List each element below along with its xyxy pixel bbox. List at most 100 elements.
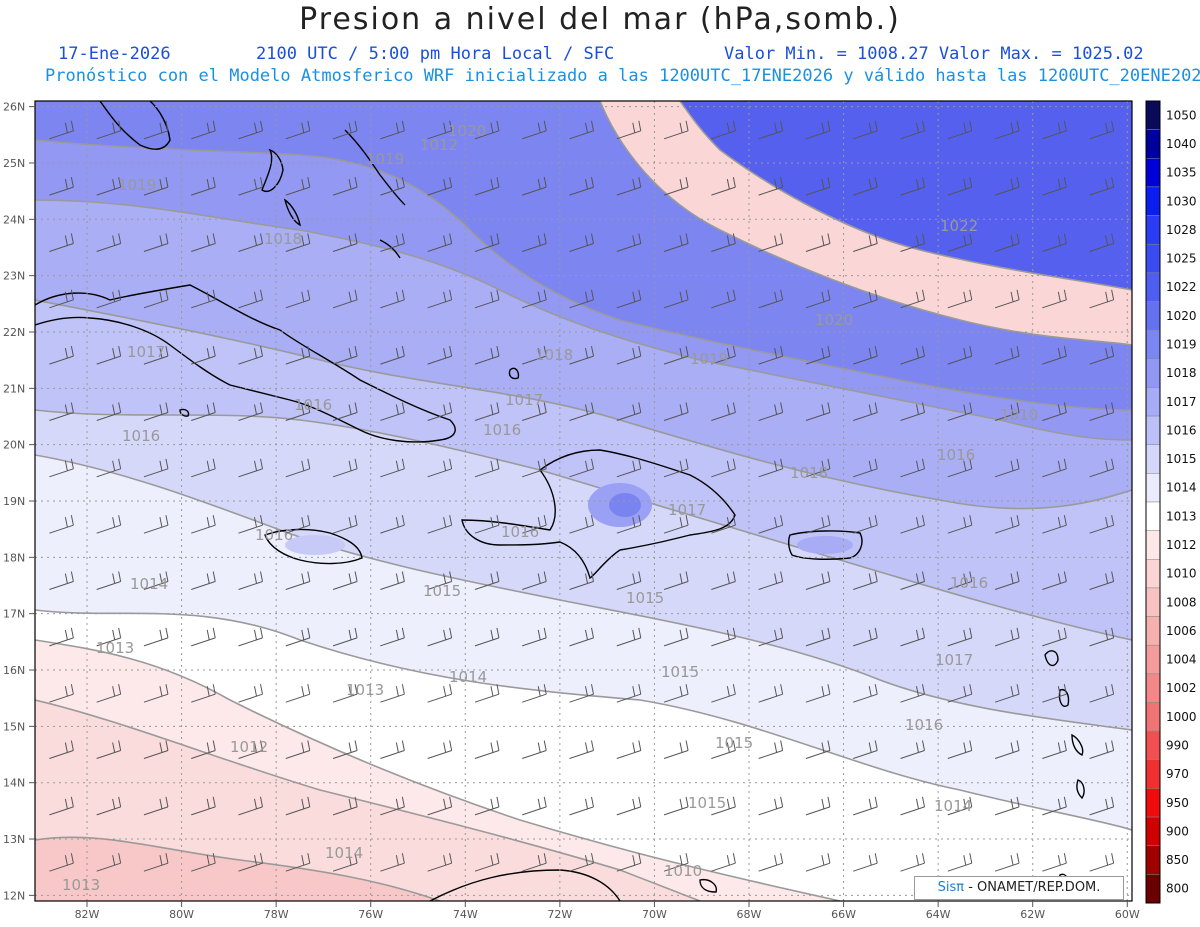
wind-barb xyxy=(994,627,1020,647)
credit-box: Sisπ - ONAMET/REP.DOM. xyxy=(914,876,1124,900)
wind-barb xyxy=(900,289,925,309)
colorbar-label: 1035 xyxy=(1166,166,1197,180)
wind-barb xyxy=(380,627,405,647)
wind-barb xyxy=(569,684,594,703)
wind-barb xyxy=(1089,796,1115,816)
wind-barb xyxy=(853,458,878,478)
map-title: Presion a nivel del mar (hPa,somb.) xyxy=(299,2,901,37)
wind-barb xyxy=(900,796,925,816)
wind-barb xyxy=(900,684,925,703)
wind-barb xyxy=(711,796,736,816)
wind-barb xyxy=(711,515,736,534)
wind-barb xyxy=(191,740,216,759)
isobar-label: 1020 xyxy=(448,122,486,140)
wind-barb xyxy=(96,233,122,252)
wind-barb xyxy=(994,233,1020,252)
wind-barb xyxy=(805,515,831,534)
wind-barb xyxy=(805,289,831,309)
isobar-label: 1016 xyxy=(501,523,539,541)
wind-barb xyxy=(143,627,169,647)
wind-barb xyxy=(663,177,689,196)
colorbar-label: 1019 xyxy=(1166,337,1197,351)
wind-barb xyxy=(853,346,878,365)
colorbar-swatch xyxy=(1145,272,1161,302)
wind-barb xyxy=(758,177,784,196)
wind-barb xyxy=(994,120,1020,140)
isobar-label: 1016 xyxy=(937,446,975,464)
wind-barb xyxy=(238,402,263,421)
wind-barb xyxy=(711,684,736,703)
wind-barb xyxy=(238,853,263,872)
wind-barb xyxy=(49,402,74,421)
wind-barb xyxy=(332,402,358,421)
wind-barb xyxy=(616,684,642,703)
wind-barb xyxy=(332,627,358,647)
colorbar-label: 1013 xyxy=(1166,509,1197,523)
isobar-label: 1014 xyxy=(325,844,363,862)
lat-label: 19N xyxy=(3,495,25,508)
wind-barb xyxy=(285,346,311,365)
wind-barb xyxy=(191,346,216,365)
isobar-label: 1016 xyxy=(294,396,332,414)
colorbar-swatch xyxy=(1145,301,1161,331)
wind-barb xyxy=(569,233,594,252)
coastlines xyxy=(35,101,1085,901)
wind-barb xyxy=(143,853,169,872)
wind-barb xyxy=(474,571,500,590)
wind-barb xyxy=(427,120,453,140)
wind-barb xyxy=(238,120,263,140)
colorbar-swatch xyxy=(1145,816,1161,846)
graticule xyxy=(35,101,1132,901)
wind-barb xyxy=(947,515,973,534)
colorbar-swatch xyxy=(1145,501,1161,531)
wind-barb xyxy=(332,684,358,703)
wind-barb xyxy=(474,177,500,196)
colorbar-label: 900 xyxy=(1166,824,1189,838)
wind-barb xyxy=(853,120,878,140)
wind-barb xyxy=(143,233,169,252)
wind-barb xyxy=(616,627,642,647)
wind-barb xyxy=(900,853,925,872)
wind-barb xyxy=(474,233,500,252)
wind-barb xyxy=(143,571,169,590)
wind-barb xyxy=(1089,177,1115,196)
wind-barb xyxy=(663,233,689,252)
wind-barb xyxy=(663,740,689,759)
colorbar-frame xyxy=(1145,100,1161,904)
wind-barb xyxy=(900,515,925,534)
wind-barb xyxy=(522,458,547,478)
wind-barb xyxy=(663,627,689,647)
wind-barb xyxy=(900,177,925,196)
lat-label: 18N xyxy=(3,551,25,564)
wind-barb xyxy=(1089,740,1115,759)
wind-barb xyxy=(616,233,642,252)
wind-barb xyxy=(96,402,122,421)
wind-barb xyxy=(332,289,358,309)
bahamas-1 xyxy=(261,148,284,192)
wind-barb xyxy=(711,177,736,196)
lon-label: 72W xyxy=(547,908,572,921)
wind-barb xyxy=(616,571,642,590)
wind-barb xyxy=(380,346,405,365)
isobar-label: 1018 xyxy=(264,230,302,248)
wind-barb xyxy=(1042,233,1067,252)
wind-barb xyxy=(427,233,453,252)
wind-barb xyxy=(1042,740,1067,759)
isobar-label: 1016 xyxy=(905,716,943,734)
wind-barb xyxy=(474,120,500,140)
wind-barb xyxy=(663,402,689,421)
wind-barb xyxy=(191,458,216,478)
colorbar-swatch xyxy=(1145,243,1161,274)
lat-label: 17N xyxy=(3,608,25,621)
wind-barb xyxy=(1089,684,1115,703)
isobar-label: 1014 xyxy=(130,575,168,593)
wind-barb xyxy=(285,627,311,647)
wind-barb xyxy=(285,796,311,816)
wind-barb xyxy=(616,796,642,816)
wind-barb xyxy=(947,289,973,309)
hispaniola-coast xyxy=(461,449,736,580)
wind-barb xyxy=(853,515,878,534)
colorbar-swatch xyxy=(1145,759,1161,789)
wind-barb xyxy=(238,177,263,196)
bahamas-3 xyxy=(344,129,406,206)
